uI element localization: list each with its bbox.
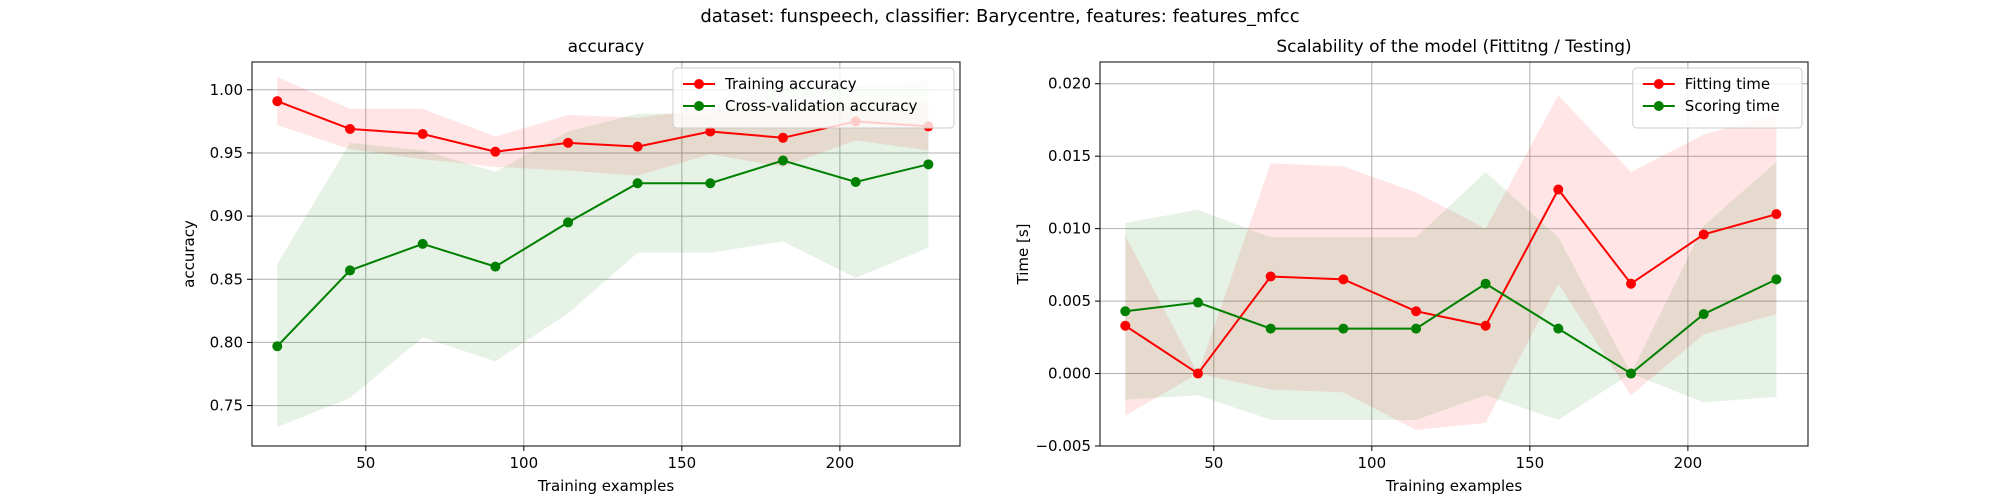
- legend-box: [1632, 67, 1803, 129]
- data-point: [632, 178, 643, 189]
- y-tick-label: 0.020: [1048, 75, 1091, 93]
- y-tick-label: 0.90: [210, 207, 243, 225]
- y-tick-label: 0.80: [210, 333, 243, 351]
- legend: Training accuracy Cross-validation accura…: [672, 67, 955, 129]
- data-point: [1771, 274, 1782, 285]
- y-axis-label: accuracy: [180, 220, 198, 288]
- series-line-1: [1124, 187, 1777, 375]
- plot-area: [272, 77, 934, 428]
- x-tick-label: 150: [668, 454, 697, 472]
- data-point: [1192, 368, 1203, 379]
- data-point: [1698, 309, 1709, 320]
- data-point: [1265, 271, 1276, 282]
- legend-marker-1: [694, 79, 704, 89]
- series-line-1: [276, 100, 929, 153]
- figure-suptitle: dataset: funspeech, classifier: Barycent…: [700, 6, 1300, 27]
- series-line-2: [1125, 278, 1777, 375]
- y-tick-label: −0.005: [1035, 437, 1091, 455]
- confidence-band-2: [1125, 161, 1777, 420]
- x-axis-label: Training examples: [537, 477, 675, 495]
- y-axis-label: Time [s]: [1014, 224, 1032, 286]
- data-point: [1120, 306, 1131, 317]
- data-point: [923, 159, 934, 170]
- legend-label-1: Training accuracy: [724, 75, 857, 93]
- legend: Fitting time Scoring time: [1632, 67, 1803, 129]
- data-point: [417, 129, 428, 139]
- data-point: [1626, 278, 1636, 289]
- y-tick-label: 0.85: [210, 270, 243, 288]
- plot-area: [1120, 95, 1782, 431]
- chart-title: Scalability of the model (Fittitng / Tes…: [1276, 37, 1631, 57]
- data-point: [1626, 368, 1636, 379]
- data-point: [1192, 297, 1203, 308]
- data-point: [1553, 323, 1564, 334]
- x-tick-label: 100: [510, 454, 539, 472]
- confidence-band-1: [1125, 95, 1777, 431]
- x-tick-label: 100: [1358, 454, 1387, 472]
- x-axis-label: Training examples: [1385, 477, 1523, 495]
- x-tick-label: 50: [356, 454, 375, 472]
- data-point: [272, 341, 283, 352]
- x-tick-label: 200: [1674, 454, 1703, 472]
- data-point: [563, 217, 574, 228]
- y-tick-label: 0.95: [210, 144, 243, 162]
- data-point: [778, 132, 788, 143]
- chart-panel-2: 50 100 150 200 −0.005 0.000 0.005 0.010 0.015 0.0…: [1014, 37, 1809, 495]
- data-point: [1338, 274, 1349, 285]
- x-tick-label: 150: [1516, 454, 1545, 472]
- confidence-band-1: [277, 77, 929, 176]
- legend-label-2: Cross-validation accuracy: [725, 97, 918, 115]
- x-tick-label: 200: [826, 454, 855, 472]
- data-point: [1480, 320, 1491, 331]
- y-tick-label: 0.75: [210, 397, 243, 415]
- data-point: [705, 178, 716, 189]
- data-point: [1265, 323, 1276, 334]
- data-point: [490, 261, 501, 272]
- data-point: [1411, 323, 1422, 334]
- legend-marker-2: [1653, 101, 1664, 111]
- x-tick-label: 50: [1204, 454, 1223, 472]
- y-tick-label: 0.010: [1048, 220, 1091, 238]
- data-point: [344, 265, 355, 276]
- y-tick-label: 1.00: [210, 81, 243, 99]
- axes-frame: [251, 61, 961, 447]
- y-tick-label: 0.005: [1048, 292, 1091, 310]
- legend-label-2: Scoring time: [1685, 97, 1780, 115]
- data-point: [490, 146, 501, 157]
- axes-frame: [1099, 61, 1809, 447]
- legend-box: [672, 67, 955, 129]
- data-point: [778, 155, 788, 166]
- legend-marker-1: [1653, 79, 1664, 89]
- data-point: [417, 238, 428, 249]
- data-point: [850, 177, 861, 187]
- y-tick-label: 0.015: [1048, 147, 1091, 165]
- data-point: [1411, 306, 1422, 317]
- data-point: [1338, 323, 1349, 334]
- legend-label-1: Fitting time: [1685, 75, 1770, 93]
- data-point: [344, 123, 355, 134]
- chart-title: accuracy: [568, 37, 645, 57]
- data-point: [1553, 184, 1564, 195]
- series-line-2: [276, 159, 929, 347]
- data-point: [1120, 320, 1131, 331]
- legend-marker-2: [694, 101, 704, 111]
- data-point: [563, 137, 574, 148]
- chart-panel-1: 50 100 150 200 0.75 0.80 0.85 0.90 0.95 1.00 accur…: [180, 37, 961, 495]
- data-point: [1480, 278, 1491, 289]
- y-tick-label: 0.000: [1048, 365, 1091, 383]
- data-point: [1698, 229, 1709, 240]
- data-point: [272, 96, 283, 107]
- data-point: [632, 141, 643, 152]
- data-point: [1771, 209, 1782, 220]
- data-point: [705, 126, 716, 137]
